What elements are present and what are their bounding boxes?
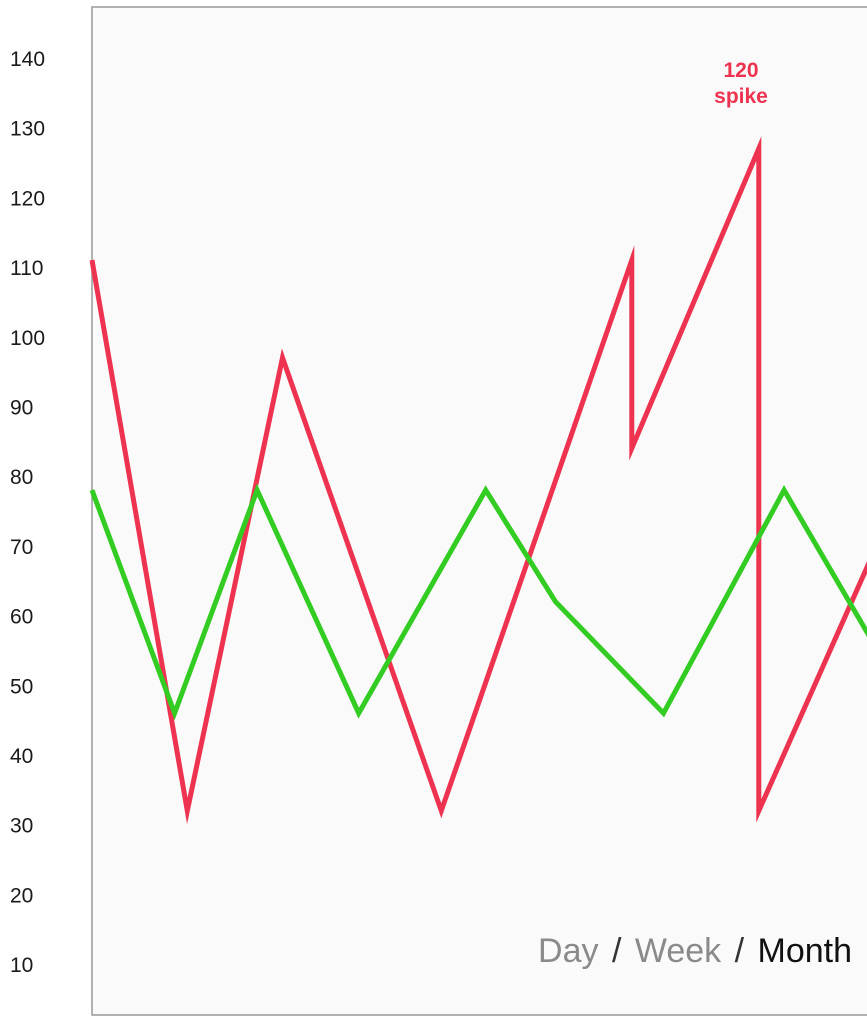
y-tick-label: 140 — [10, 48, 45, 71]
plot-area — [91, 6, 867, 1016]
y-tick-label: 20 — [10, 884, 33, 907]
y-tick-label: 50 — [10, 675, 33, 698]
period-day[interactable]: Day — [538, 932, 598, 970]
y-tick-label: 70 — [10, 536, 33, 559]
y-tick-label: 110 — [10, 257, 43, 280]
period-separator: / — [612, 932, 622, 970]
series-layer — [89, 136, 867, 825]
y-tick-label: 120 — [10, 187, 45, 210]
y-tick-label: 60 — [10, 606, 33, 629]
y-axis-ticks: 140 130 120 110 100 90 80 70 60 50 40 30 20 10 — [10, 48, 45, 977]
y-tick-label: 80 — [10, 466, 33, 489]
series-line-1 — [89, 136, 867, 825]
period-selector: Day / Week / Month — [538, 932, 852, 970]
y-tick-label: 130 — [10, 118, 45, 141]
y-tick-label: 30 — [10, 815, 33, 838]
series-line-2 — [89, 483, 867, 721]
y-tick-label: 10 — [10, 954, 33, 977]
annotation: 120 spike — [714, 59, 768, 108]
annotation-value: 120 — [723, 59, 758, 82]
y-tick-label: 40 — [10, 745, 33, 768]
period-month[interactable]: Month — [758, 932, 853, 970]
y-tick-label: 90 — [10, 397, 33, 420]
period-separator: / — [735, 932, 745, 970]
annotation-label: spike — [714, 85, 768, 108]
period-week[interactable]: Week — [635, 932, 722, 970]
y-tick-label: 100 — [10, 327, 45, 350]
